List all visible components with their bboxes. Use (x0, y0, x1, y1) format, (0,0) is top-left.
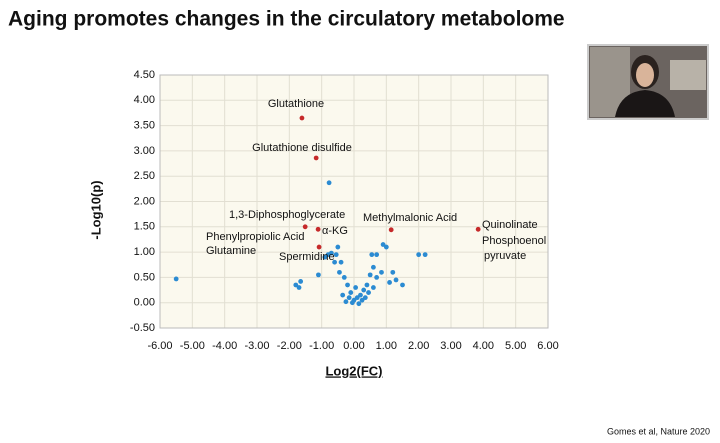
point (380, 242, 386, 247)
x-tick-label: -5.00 (180, 340, 205, 352)
annotation: Glutathione disulfide (252, 142, 352, 154)
y-tick-label: 2.50 (134, 170, 155, 182)
person-body (615, 90, 675, 117)
point (390, 269, 396, 275)
point (358, 292, 363, 298)
point (293, 282, 299, 288)
x-tick-label: -2.00 (277, 340, 302, 352)
point (393, 277, 399, 283)
point (361, 287, 367, 293)
slide-title: Aging promotes changes in the circulator… (8, 8, 565, 31)
point (356, 301, 362, 307)
point (349, 300, 355, 306)
point (173, 276, 179, 282)
point (337, 269, 342, 275)
point (348, 290, 354, 295)
point (388, 227, 394, 233)
point (340, 292, 346, 298)
point (387, 280, 392, 285)
y-tick-label: 2.00 (134, 195, 155, 207)
x-axis-label: Log2(FC) (325, 363, 382, 378)
video-thumbnail (587, 44, 709, 120)
point (338, 259, 344, 265)
point (367, 272, 373, 278)
y-tick-label: 1.00 (134, 246, 155, 258)
annotation: Quinolinate (482, 219, 538, 231)
x-tick-label: -1.00 (309, 340, 334, 352)
y-tick-label: -0.50 (130, 322, 155, 334)
point (364, 282, 370, 288)
point (298, 279, 304, 284)
point (333, 252, 339, 258)
x-tick-label: 2.00 (408, 340, 429, 352)
x-tick-label: 5.00 (505, 340, 526, 352)
point (302, 224, 308, 230)
y-tick-label: 1.50 (134, 221, 155, 233)
point (315, 226, 321, 232)
marks (173, 115, 481, 307)
point (335, 244, 341, 250)
point (400, 282, 405, 288)
point (475, 226, 481, 232)
y-tick-label: 3.00 (134, 145, 155, 157)
x-tick-label: -4.00 (212, 340, 237, 352)
point (362, 295, 368, 301)
y-axis-label: -Log10(p) (88, 180, 103, 239)
point (316, 272, 321, 278)
annotation: α-KG (322, 225, 348, 237)
point (322, 254, 328, 260)
point (341, 275, 347, 280)
annotation: Glutamine (206, 245, 256, 257)
x-tick-label: 1.00 (376, 340, 397, 352)
point (353, 285, 359, 290)
x-tick-label: 0.00 (343, 340, 364, 352)
point (326, 180, 332, 186)
point (359, 297, 365, 303)
point (369, 252, 375, 258)
point (422, 252, 428, 258)
citation: Gomes et al, Nature 2020 (607, 426, 710, 436)
point (416, 252, 422, 258)
y-tick-label: 0.00 (134, 297, 155, 309)
x-tick-label: 4.00 (473, 340, 494, 352)
x-tick-label: -3.00 (244, 340, 269, 352)
point (313, 155, 319, 161)
point (371, 285, 376, 290)
point (354, 295, 360, 301)
point (343, 299, 349, 305)
annotation: Phenylpropiolic Acid (206, 231, 304, 243)
point (346, 295, 352, 301)
labels: -0.50 0.00 0.50 1.00 1.50 2.00 2.50 3.00 3.50 4.0… (130, 69, 559, 352)
point (374, 275, 380, 280)
x-tick-label: 3.00 (440, 340, 461, 352)
y-tick-label: 4.00 (134, 94, 155, 106)
point (383, 244, 389, 250)
annotation: Glutathione (268, 98, 324, 110)
point (366, 290, 371, 295)
plot-border (159, 74, 549, 329)
point (374, 252, 380, 258)
annotation: Methylmalonic Acid (363, 212, 457, 224)
point (328, 250, 334, 256)
point (379, 269, 384, 275)
annotation: 1,3-Diphosphoglycerate (229, 209, 345, 221)
x-tick-label: 6.00 (537, 340, 558, 352)
y-tick-label: 0.50 (134, 271, 155, 283)
video-background (670, 60, 706, 90)
point (296, 285, 302, 290)
point (316, 244, 322, 250)
point (345, 282, 350, 288)
annotation: Spermidine (279, 251, 335, 263)
annotation: pyruvate (484, 250, 526, 262)
annotation: Phosphoenol (482, 235, 546, 247)
x-tick-label: -6.00 (147, 340, 172, 352)
y-tick-label: 3.50 (134, 120, 155, 132)
person-face (636, 63, 654, 87)
point (371, 264, 376, 270)
point (332, 259, 337, 265)
point (299, 115, 305, 121)
y-tick-label: 4.50 (134, 69, 155, 81)
